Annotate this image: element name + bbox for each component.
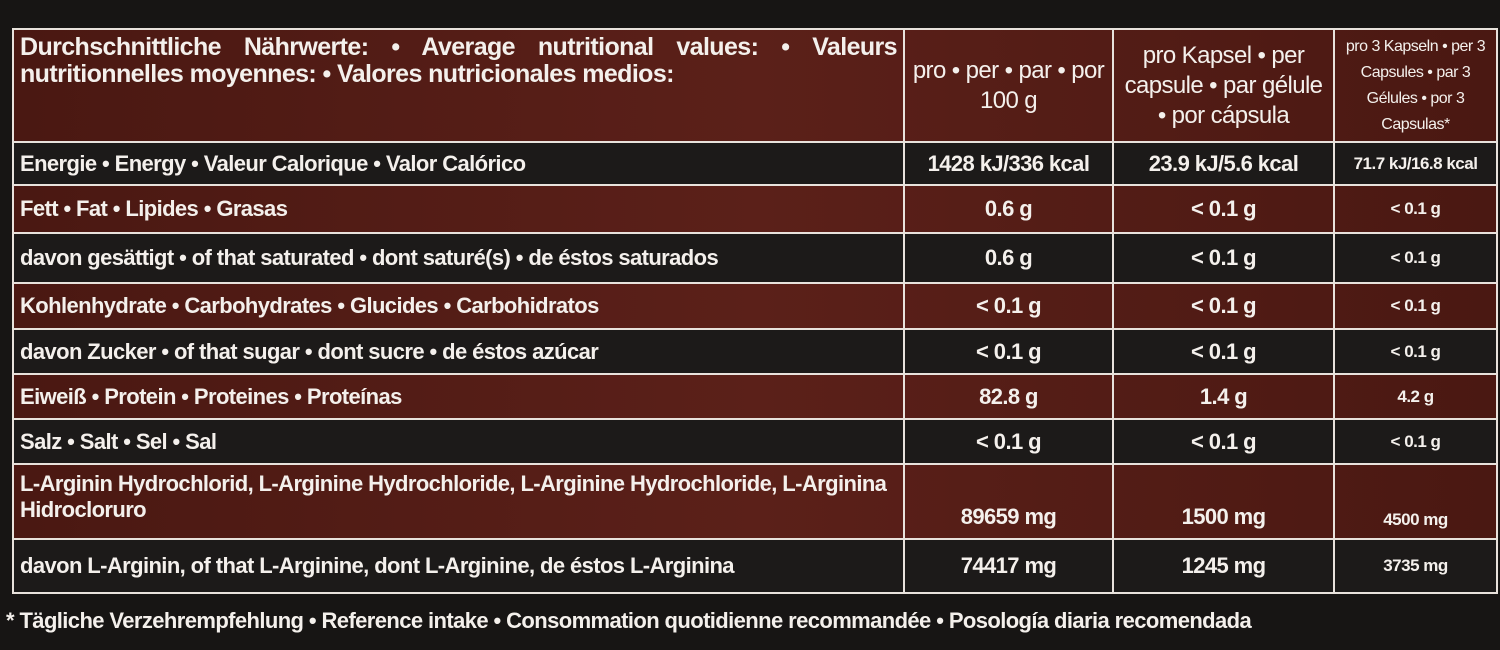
- value-cell: 1.4 g: [1114, 375, 1335, 420]
- value-cell: < 0.1 g: [905, 330, 1114, 375]
- value-cell: < 0.1 g: [1335, 420, 1498, 465]
- nutrition-table: Durchschnittliche Nährwerte: • Average n…: [12, 28, 1498, 594]
- value-cell: 0.6 g: [905, 186, 1114, 234]
- table-row: Eiweiß • Protein • Proteines • Proteínas…: [14, 375, 1498, 420]
- value-cell: < 0.1 g: [905, 284, 1114, 330]
- value-cell: 82.8 g: [905, 375, 1114, 420]
- table-row: Energie • Energy • Valeur Calorique • Va…: [14, 143, 1498, 186]
- row-label: davon gesättigt • of that saturated • do…: [14, 234, 905, 284]
- value-cell: 1500 mg: [1114, 465, 1335, 540]
- value-cell: 1428 kJ/336 kcal: [905, 143, 1114, 186]
- value-cell: 74417 mg: [905, 540, 1114, 594]
- table-row: davon L-Arginin, of that L-Arginine, don…: [14, 540, 1498, 594]
- value-cell: < 0.1 g: [905, 420, 1114, 465]
- table-row: Durchschnittliche Nährwerte: • Average n…: [14, 30, 1498, 143]
- table-row: Salz • Salt • Sel • Sal < 0.1 g < 0.1 g < 0…: [14, 420, 1498, 465]
- value-cell: < 0.1 g: [1114, 420, 1335, 465]
- row-label: Eiweiß • Protein • Proteines • Proteínas: [14, 375, 905, 420]
- value-cell: 4500 mg: [1335, 465, 1498, 540]
- table-row: davon gesättigt • of that saturated • do…: [14, 234, 1498, 284]
- value-cell: < 0.1 g: [1335, 330, 1498, 375]
- value-cell: 89659 mg: [905, 465, 1114, 540]
- value-cell: pro Kapsel • per capsule • par gélule • …: [1114, 30, 1335, 143]
- row-label: Kohlenhydrate • Carbohydrates • Glucides…: [14, 284, 905, 330]
- value-cell: < 0.1 g: [1335, 234, 1498, 284]
- value-cell: 3735 mg: [1335, 540, 1498, 594]
- value-cell: < 0.1 g: [1114, 330, 1335, 375]
- value-cell: 0.6 g: [905, 234, 1114, 284]
- value-cell: < 0.1 g: [1114, 234, 1335, 284]
- value-cell: < 0.1 g: [1335, 186, 1498, 234]
- row-label: L-Arginin Hydrochlorid, L-Arginine Hydro…: [14, 465, 905, 540]
- row-label: davon L-Arginin, of that L-Arginine, don…: [14, 540, 905, 594]
- row-label: davon Zucker • of that sugar • dont sucr…: [14, 330, 905, 375]
- row-label: Durchschnittliche Nährwerte: • Average n…: [14, 30, 905, 143]
- footnote: * Tägliche Verzehrempfehlung • Reference…: [6, 608, 1252, 633]
- table-row: Kohlenhydrate • Carbohydrates • Glucides…: [14, 284, 1498, 330]
- value-cell: < 0.1 g: [1114, 186, 1335, 234]
- value-cell: pro • per • par • por 100 g: [905, 30, 1114, 143]
- value-cell: 1245 mg: [1114, 540, 1335, 594]
- row-label: Fett • Fat • Lipides • Grasas: [14, 186, 905, 234]
- value-cell: 4.2 g: [1335, 375, 1498, 420]
- value-cell: pro 3 Kapseln • per 3 Capsules • par 3 G…: [1335, 30, 1498, 143]
- value-cell: < 0.1 g: [1114, 284, 1335, 330]
- table-row: L-Arginin Hydrochlorid, L-Arginine Hydro…: [14, 465, 1498, 540]
- table-row: Fett • Fat • Lipides • Grasas 0.6 g < 0.1 …: [14, 186, 1498, 234]
- row-label: Energie • Energy • Valeur Calorique • Va…: [14, 143, 905, 186]
- value-cell: 71.7 kJ/16.8 kcal: [1335, 143, 1498, 186]
- value-cell: < 0.1 g: [1335, 284, 1498, 330]
- value-cell: 23.9 kJ/5.6 kcal: [1114, 143, 1335, 186]
- row-label: Salz • Salt • Sel • Sal: [14, 420, 905, 465]
- table-row: davon Zucker • of that sugar • dont sucr…: [14, 330, 1498, 375]
